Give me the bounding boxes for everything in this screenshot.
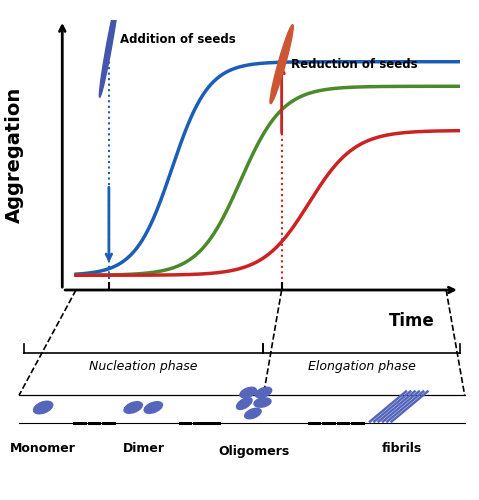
Text: Monomer: Monomer [10, 442, 76, 454]
Text: Oligomers: Oligomers [218, 446, 289, 458]
Text: Elongation phase: Elongation phase [308, 360, 416, 373]
Text: fibrils: fibrils [382, 442, 422, 454]
Text: Dimer: Dimer [123, 442, 165, 454]
Ellipse shape [270, 24, 293, 103]
Text: Nucleation phase: Nucleation phase [90, 360, 198, 373]
Text: Aggregation: Aggregation [5, 87, 24, 223]
Text: Time: Time [389, 312, 435, 330]
Text: Reduction of seeds: Reduction of seeds [291, 58, 418, 70]
Text: Addition of seeds: Addition of seeds [120, 33, 236, 46]
Ellipse shape [99, 0, 118, 97]
